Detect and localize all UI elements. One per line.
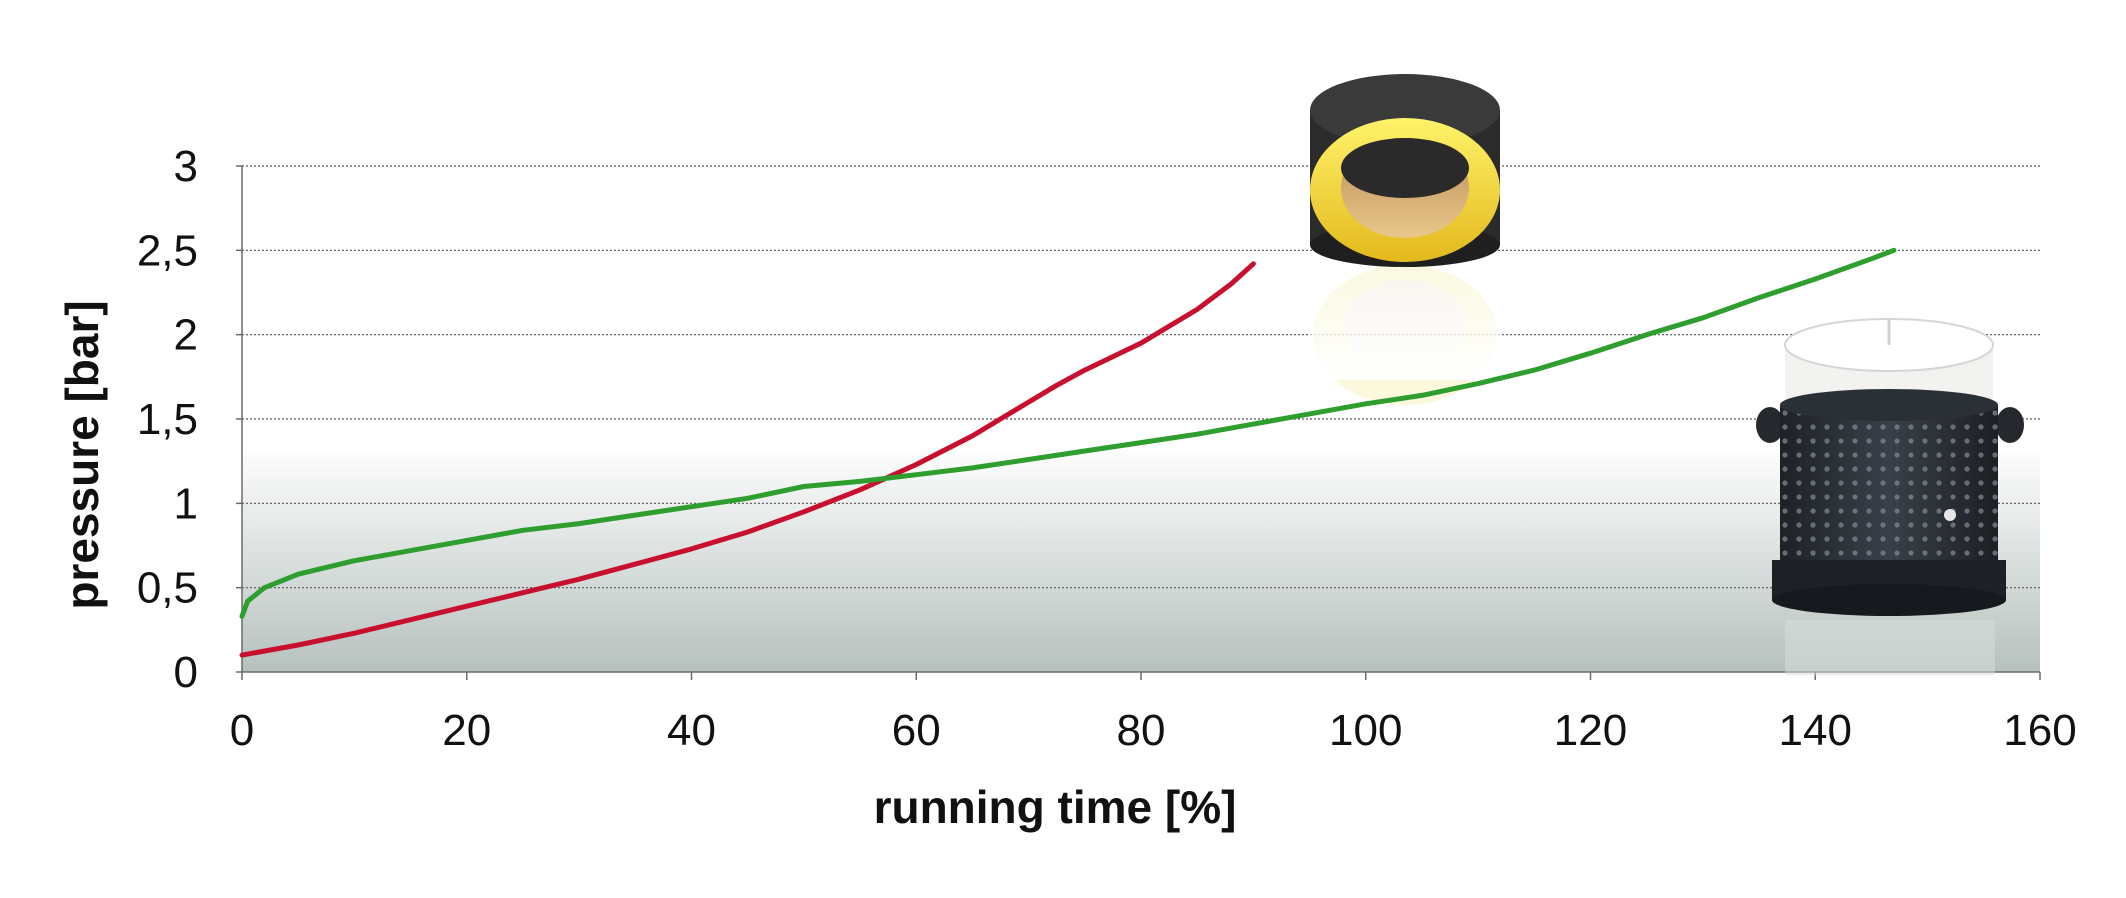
x-tick-label: 120 (1554, 706, 1627, 755)
x-tick-label: 40 (667, 706, 716, 755)
axes (236, 165, 2041, 680)
y-axis-title: pressure [bar] (56, 300, 108, 609)
series-line-2 (239, 247, 1897, 619)
x-tick-label: 20 (442, 706, 491, 755)
y-tick-label: 2,5 (137, 226, 198, 275)
y-tick-label: 1,5 (137, 395, 198, 444)
y-tick-label: 3 (174, 142, 198, 191)
series-layer (239, 247, 1897, 658)
round-filter-image (1310, 74, 1500, 405)
x-tick-label: 160 (2003, 706, 2076, 755)
y-tick-label: 1 (174, 479, 198, 528)
y-tick-label: 0 (174, 648, 198, 697)
y-tick-labels: 0 0,5 1 1,5 2 2,5 3 (137, 142, 198, 697)
x-axis-title: running time [%] (874, 781, 1237, 833)
x-tick-label: 60 (892, 706, 941, 755)
x-tick-label: 100 (1329, 706, 1402, 755)
x-tick-labels: 0 20 40 60 80 100 120 140 160 (230, 706, 2077, 755)
y-tick-label: 0,5 (137, 564, 198, 613)
x-tick-label: 140 (1779, 706, 1852, 755)
x-tick-label: 0 (230, 706, 254, 755)
x-tick-label: 80 (1117, 706, 1166, 755)
pot-filter-image (1756, 318, 2024, 675)
series-line-1 (239, 261, 1256, 658)
y-tick-label: 2 (174, 311, 198, 360)
